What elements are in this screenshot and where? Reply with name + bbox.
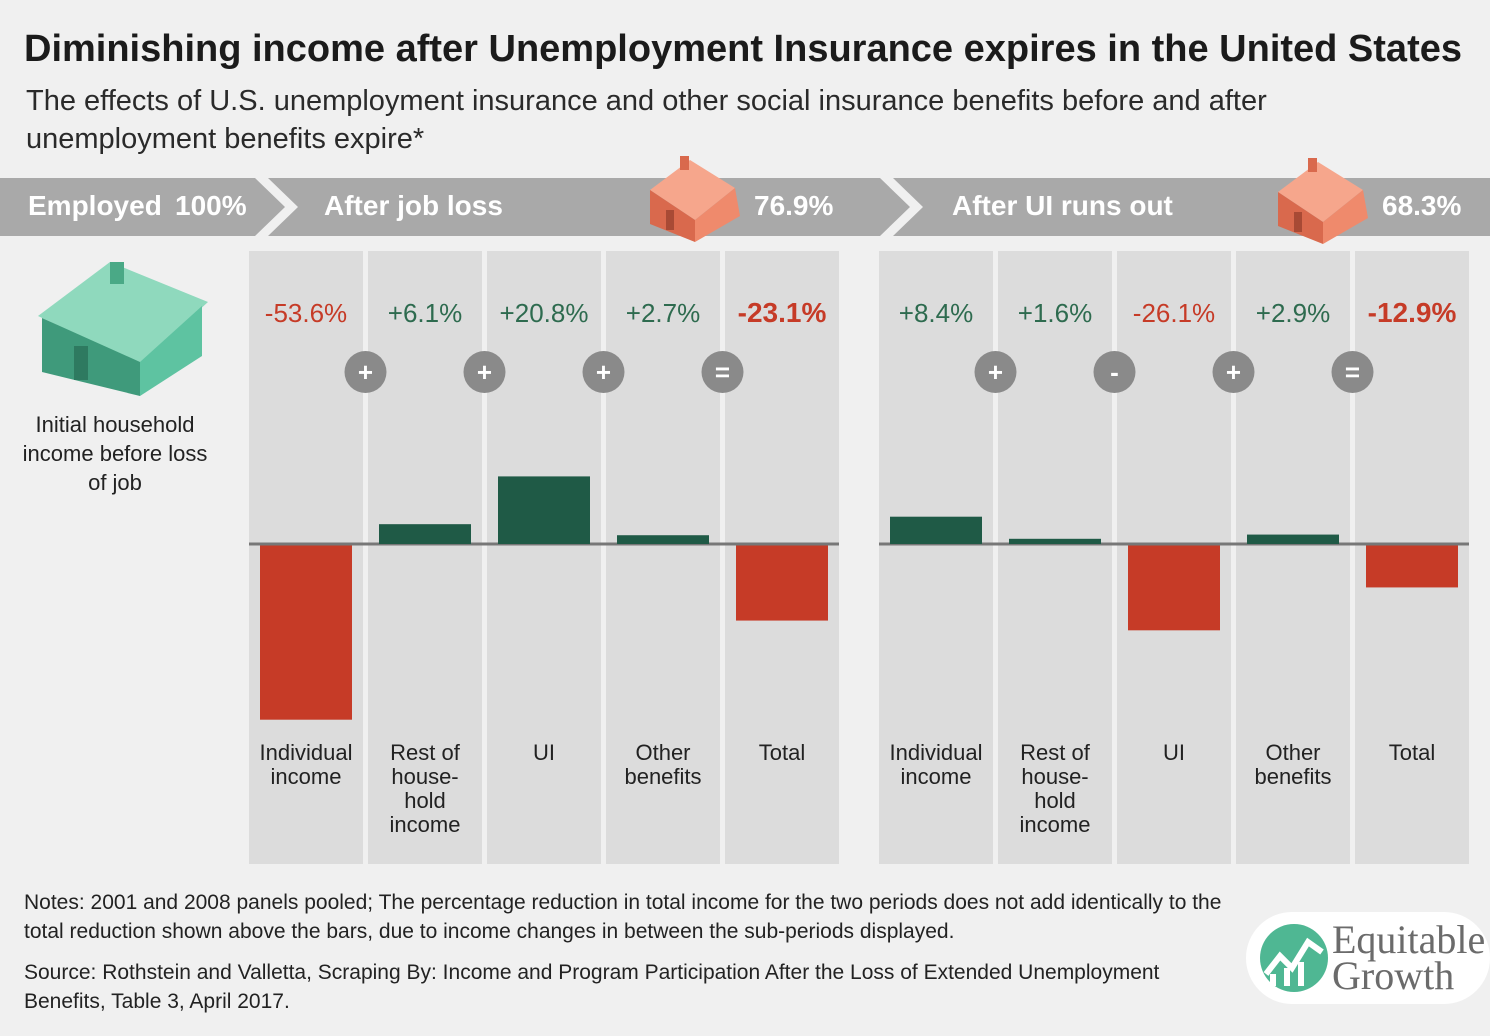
panel2-category-label-2-line-3: hold — [1034, 788, 1076, 813]
panel1-category-label-4-line-1: Other — [635, 740, 690, 765]
panel2-value-label-5: -12.9% — [1368, 297, 1457, 328]
panel1-category-label-2-line-4: income — [390, 812, 461, 837]
notes-text: Notes: 2001 and 2008 panels pooled; The … — [24, 891, 1222, 943]
initial-income-label: Initial household income before loss of … — [22, 412, 208, 495]
source-text: Source: Rothstein and Valletta, Scraping… — [24, 961, 1160, 1013]
panel1-column-2 — [368, 251, 482, 864]
house-orange-icon — [650, 156, 740, 242]
panel1-operator-circle-1 — [344, 351, 387, 393]
after-ui-value: 68.3% — [1382, 190, 1462, 221]
panel2-category-label-4-line-1: Other — [1265, 740, 1320, 765]
band-segment-after-job-loss — [268, 178, 910, 236]
panel1-value-label-4: +2.7% — [626, 298, 700, 328]
panel2-category-label-4-line-2: benefits — [1254, 764, 1331, 789]
panel1-value-label-2: +6.1% — [388, 298, 462, 328]
logo-line2: Growth — [1332, 953, 1455, 998]
panel2-column-2 — [998, 251, 1112, 864]
panel1-operator-circle-3 — [582, 351, 625, 393]
band-segment-employed — [0, 178, 285, 236]
after-job-loss-value: 76.9% — [754, 190, 834, 221]
panel2-value-label-2: +1.6% — [1018, 298, 1092, 328]
panel2-bar-3 — [1128, 545, 1220, 631]
panel1-column-4 — [606, 251, 720, 864]
panel1-bar-2 — [379, 524, 471, 544]
panel2-column-4 — [1236, 251, 1350, 864]
panel1-column-3 — [487, 251, 601, 864]
panel2-category-label-2-line-1: Rest of — [1020, 740, 1091, 765]
panel1-category-label-1-line-2: income — [271, 764, 342, 789]
panel1-bar-4 — [617, 535, 709, 544]
panel2-operator-circle-3 — [1212, 351, 1255, 393]
panel1-bar-1 — [260, 545, 352, 720]
panel2-operator-3: + — [1226, 357, 1241, 387]
panel2-operator-2: - — [1110, 357, 1119, 387]
after-job-loss-label: After job loss — [324, 190, 503, 221]
employed-label: Employed — [28, 190, 162, 221]
panel2-category-label-2-line-4: income — [1020, 812, 1091, 837]
panel1-operator-4: = — [715, 357, 730, 387]
panel1-value-label-5: -23.1% — [738, 297, 827, 328]
panel2-bar-5 — [1366, 545, 1458, 588]
panel1-operator-3: + — [596, 357, 611, 387]
panel1-value-label-3: +20.8% — [500, 298, 589, 328]
panel1-category-label-2-line-3: hold — [404, 788, 446, 813]
panel1-category-label-4-line-2: benefits — [624, 764, 701, 789]
panel2-operator-circle-2 — [1093, 351, 1136, 393]
panel2-category-label-1-line-2: income — [901, 764, 972, 789]
panel1-operator-circle-2 — [463, 351, 506, 393]
panel2-column-1 — [879, 251, 993, 864]
panel2-operator-circle-4 — [1331, 351, 1374, 393]
panel1-category-label-1-line-1: Individual — [260, 740, 353, 765]
panel2-bar-1 — [890, 516, 982, 544]
panel2-value-label-3: -26.1% — [1133, 298, 1215, 328]
house-orange-icon-2 — [1278, 158, 1368, 244]
panel1-operator-circle-4 — [701, 351, 744, 393]
chart-subtitle: The effects of U.S. unemployment insuran… — [26, 85, 1267, 155]
panel2-category-label-3-line-1: UI — [1163, 740, 1185, 765]
panel2-operator-4: = — [1345, 357, 1360, 387]
panel2-value-label-4: +2.9% — [1256, 298, 1330, 328]
panel2-bar-4 — [1247, 534, 1339, 544]
panel2-bar-2 — [1009, 538, 1101, 544]
panel1-value-label-1: -53.6% — [265, 298, 347, 328]
employed-value: 100% — [175, 190, 247, 221]
panel2-category-label-2-line-2: house- — [1021, 764, 1088, 789]
panel2-value-label-1: +8.4% — [899, 298, 973, 328]
panel1-category-label-2-line-1: Rest of — [390, 740, 461, 765]
panel2-operator-1: + — [988, 357, 1003, 387]
chart-title: Diminishing income after Unemployment In… — [24, 28, 1462, 70]
after-ui-label: After UI runs out — [952, 190, 1173, 221]
panel1-operator-1: + — [358, 357, 373, 387]
equitable-growth-logo — [1246, 912, 1490, 1004]
panel1-category-label-5-line-1: Total — [759, 740, 805, 765]
panel1-category-label-3-line-1: UI — [533, 740, 555, 765]
panel2-category-label-1-line-1: Individual — [890, 740, 983, 765]
panel2-category-label-5-line-1: Total — [1389, 740, 1435, 765]
panel1-bar-3 — [498, 476, 590, 544]
panel1-category-label-2-line-2: house- — [391, 764, 458, 789]
logo-line1: Equitable — [1332, 917, 1486, 962]
panel1-bar-5 — [736, 545, 828, 621]
panel1-operator-2: + — [477, 357, 492, 387]
panel2-operator-circle-1 — [974, 351, 1017, 393]
house-green-icon — [38, 262, 208, 396]
